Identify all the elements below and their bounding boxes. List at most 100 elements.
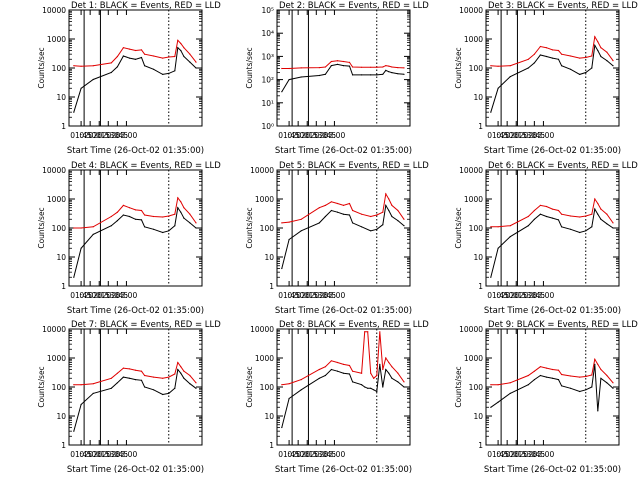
data-point-events: [545, 215, 548, 218]
y-tick-label: 10: [264, 253, 274, 262]
data-point-events: [122, 376, 124, 378]
x-tick-label: 02:15: [88, 291, 110, 300]
y-tick-label: 1000: [47, 354, 66, 363]
data-point-events: [533, 62, 536, 64]
data-point-events: [174, 225, 176, 227]
data-point-events: [177, 368, 179, 371]
data-point-events: [180, 49, 182, 52]
data-point-events: [128, 377, 131, 379]
data-point-events: [80, 247, 82, 249]
data-point-lld: [153, 376, 155, 378]
data-point-events: [361, 226, 363, 228]
data-point-lld: [545, 205, 548, 208]
data-point-lld: [281, 384, 283, 386]
data-point-lld: [527, 58, 529, 60]
data-point-lld: [391, 66, 393, 68]
series-line-lld: [73, 196, 197, 229]
data-point-lld: [318, 67, 320, 69]
plot-frame: [68, 169, 203, 287]
data-point-lld: [348, 364, 351, 367]
data-point-lld: [612, 60, 614, 62]
data-point-events: [128, 215, 131, 218]
data-point-lld: [376, 374, 378, 377]
data-point-events: [180, 372, 182, 374]
data-point-lld: [140, 49, 143, 51]
data-point-lld: [561, 213, 563, 215]
data-point-events: [585, 71, 587, 74]
data-point-lld: [281, 222, 283, 224]
data-point-lld: [509, 225, 511, 227]
data-point-events: [370, 230, 372, 232]
y-tick-label: 10000: [459, 325, 483, 334]
data-point-events: [600, 377, 602, 379]
x-tick-label: 02:15: [505, 291, 527, 300]
data-point-events: [336, 63, 339, 65]
data-point-events: [180, 211, 182, 213]
data-point-lld: [585, 215, 587, 217]
data-point-lld: [73, 65, 75, 67]
data-point-lld: [128, 48, 131, 50]
data-point-lld: [92, 65, 94, 67]
data-point-lld: [116, 55, 118, 58]
data-point-events: [533, 379, 536, 381]
x-tick-label: 03:00: [116, 291, 138, 300]
data-point-lld: [551, 49, 554, 51]
data-point-lld: [585, 56, 587, 59]
data-point-events: [557, 219, 560, 221]
x-tick-label: 02:45: [315, 291, 337, 300]
data-point-lld: [92, 226, 94, 228]
data-point-events: [134, 379, 137, 381]
x-tick-label: 03:00: [324, 450, 346, 459]
series-line-events: [281, 63, 405, 92]
y-tick-label: 100: [260, 224, 275, 233]
data-point-lld: [388, 361, 390, 364]
series-line-lld: [490, 197, 614, 228]
data-point-lld: [288, 221, 290, 223]
data-point-lld: [585, 375, 587, 378]
data-point-events: [153, 389, 155, 391]
data-point-events: [545, 376, 548, 378]
data-point-lld: [342, 363, 345, 365]
series-line-events: [281, 364, 405, 428]
y-tick-label: 1: [478, 441, 483, 450]
x-tick-label: 01:45: [70, 450, 92, 459]
data-point-events: [324, 73, 326, 75]
data-point-lld: [606, 51, 608, 53]
x-axis-label: Start Time (26-Oct-02 01:35:00): [484, 465, 621, 475]
y-tick-label: 10000: [250, 325, 274, 334]
y-tick-label: 10³: [261, 52, 274, 61]
y-tick-label: 10000: [42, 166, 66, 175]
x-tick-label: 02:00: [287, 131, 309, 140]
data-point-lld: [361, 372, 363, 374]
data-point-lld: [606, 374, 608, 377]
data-point-events: [373, 389, 375, 391]
data-point-events: [300, 76, 302, 78]
data-point-lld: [591, 55, 593, 57]
chart-title: Det 1: BLACK = Events, RED = LLD: [71, 1, 221, 11]
data-point-events: [570, 68, 572, 70]
series-line-events: [490, 43, 614, 113]
data-point-events: [195, 67, 197, 69]
data-point-lld: [539, 45, 542, 48]
data-point-events: [600, 218, 602, 220]
y-tick-label: 100: [469, 224, 484, 233]
data-point-events: [162, 393, 164, 396]
data-point-events: [330, 209, 332, 212]
data-point-events: [403, 225, 405, 227]
data-point-lld: [385, 193, 387, 195]
y-tick-label: 10000: [42, 6, 66, 15]
data-point-lld: [545, 47, 548, 49]
data-point-lld: [189, 374, 191, 377]
x-tick-label: 02:45: [107, 131, 129, 140]
data-point-lld: [376, 214, 378, 216]
y-tick-label: 10: [56, 93, 66, 102]
data-point-events: [527, 225, 529, 227]
data-point-events: [403, 73, 405, 75]
y-tick-label: 1000: [47, 35, 66, 44]
y-tick-label: 10⁰: [261, 122, 274, 131]
data-point-events: [539, 374, 542, 377]
data-point-lld: [388, 198, 390, 200]
data-point-lld: [497, 65, 499, 67]
data-point-events: [189, 383, 191, 385]
x-tick-label: 03:00: [533, 450, 555, 459]
